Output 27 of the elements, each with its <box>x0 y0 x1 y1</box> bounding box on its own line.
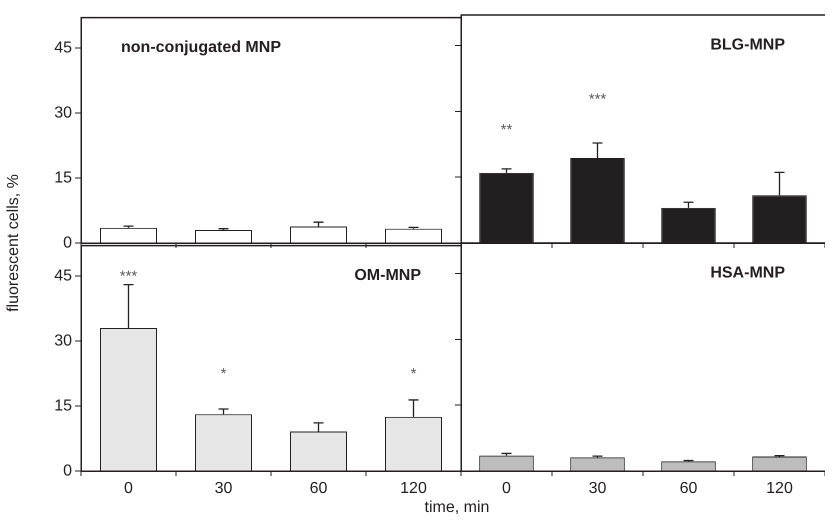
text: non-conjugated MNP <box>121 39 282 56</box>
x-tick-label: 60 <box>680 480 698 498</box>
y-tick-label: 15 <box>54 397 72 414</box>
text: OM-MNP <box>354 267 422 284</box>
annotation: * <box>220 365 227 382</box>
y-axis-title: fluorescent cells, % <box>5 174 23 312</box>
annotation: *** <box>588 90 606 108</box>
annotation: * <box>410 365 417 382</box>
y-tick-label: 45 <box>54 39 72 56</box>
x-tick-label: 0 <box>502 480 512 498</box>
text: BLG-MNP <box>710 36 786 54</box>
x-tick-label: 60 <box>310 480 328 498</box>
y-tick-label: 30 <box>54 104 72 122</box>
x-tick-label: 30 <box>214 480 232 498</box>
x-tick-label: 120 <box>400 480 427 498</box>
annotation: *** <box>120 268 138 285</box>
x-tick-label: 120 <box>766 480 793 498</box>
x-tick-label: 0 <box>124 480 134 498</box>
x-axis-title: time, min <box>424 499 490 517</box>
y-tick-label: 0 <box>63 462 72 480</box>
y-tick-label: 30 <box>54 332 72 350</box>
x-tick-label: 30 <box>588 480 606 498</box>
y-tick-label: 15 <box>54 169 72 186</box>
y-tick-label: 0 <box>63 234 72 252</box>
y-tick-label: 45 <box>54 267 72 284</box>
text: HSA-MNP <box>710 264 786 282</box>
annotation: ** <box>500 121 512 138</box>
